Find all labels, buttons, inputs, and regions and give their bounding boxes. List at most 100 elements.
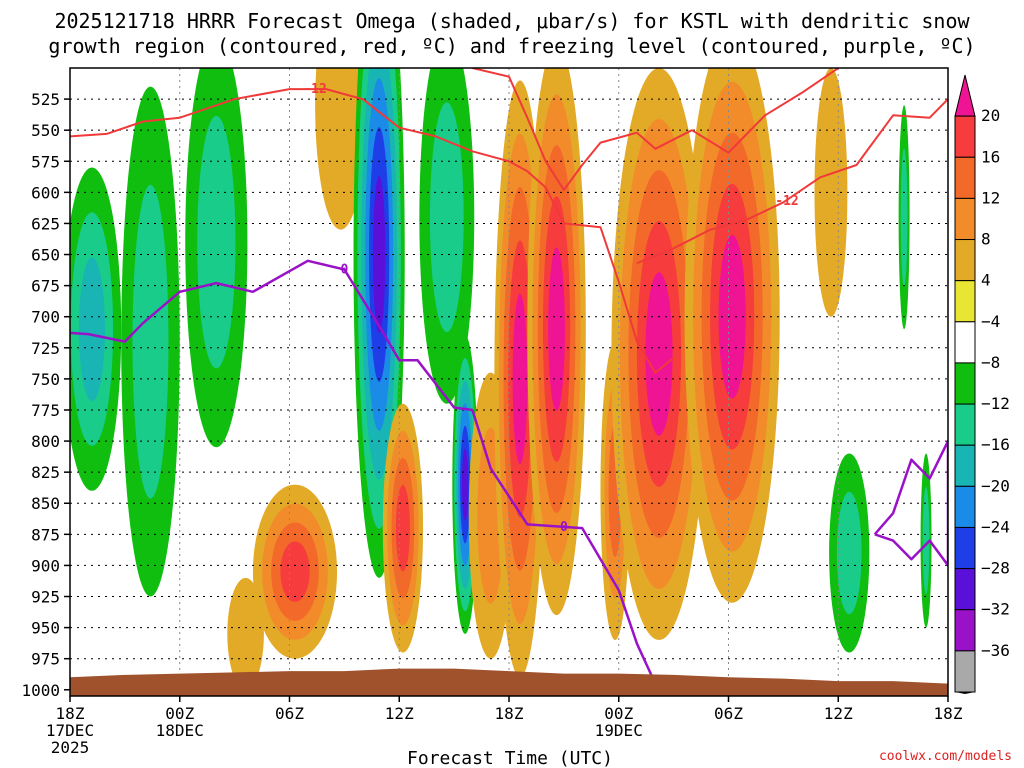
- x-tick-date-5: 19DEC: [595, 721, 643, 740]
- omega-cell-4-band-0: [227, 577, 264, 690]
- y-tick-label-8: 725: [31, 339, 60, 358]
- omega-cell-19-band-1: [922, 486, 930, 595]
- colorbar-box-7: [954, 362, 976, 405]
- chart-title-line1: 2025121718 HRRR Forecast Omega (shaded, …: [54, 9, 970, 33]
- y-tick-label-19: 1000: [21, 681, 60, 700]
- colorbar-box-12: [954, 568, 976, 611]
- colorbar-box-2: [954, 156, 976, 199]
- y-tick-label-15: 900: [31, 556, 60, 575]
- y-tick-label-2: 575: [31, 152, 60, 171]
- colorbar-box-1: [954, 115, 976, 158]
- dgz-east-edge-line: [636, 98, 948, 265]
- y-tick-label-11: 800: [31, 432, 60, 451]
- grid-lines: [70, 68, 948, 696]
- y-tick-label-6: 675: [31, 277, 60, 296]
- colorbar-top-arrow: [954, 74, 976, 117]
- colorbar-label-12: −32: [981, 600, 1010, 619]
- chart-title-line2: growth region (contoured, red, ºC) and f…: [48, 34, 975, 58]
- omega-cell-1-band-1: [132, 184, 169, 499]
- colorbar: 20 16 12 8 4 −4 −8 −12 −16 −20 −24 −28 −32 −36: [954, 74, 1010, 694]
- colorbar-box-11: [954, 526, 976, 570]
- x-tick-year-0: 2025: [51, 738, 90, 757]
- colorbar-label-8: −16: [981, 435, 1010, 454]
- omega-cell-18-band-1: [900, 148, 908, 287]
- dgz-east-edge-label: -12: [775, 194, 798, 209]
- x-axis-title: Forecast Time (UTC): [407, 748, 613, 768]
- x-tick-label-2: 06Z: [275, 704, 304, 723]
- x-tick-label-6: 06Z: [714, 704, 743, 723]
- y-tick-label-9: 750: [31, 370, 60, 389]
- colorbar-label-13: −36: [981, 641, 1010, 660]
- y-tick-label-17: 950: [31, 619, 60, 638]
- y-tick-label-4: 625: [31, 214, 60, 233]
- x-tick-label-1: 00Z: [165, 704, 194, 723]
- omega-cell-3-band-3: [280, 541, 310, 602]
- terrain-fill: [70, 668, 948, 696]
- colorbar-box-8: [954, 403, 976, 446]
- dgz-warm-edge-label: -12: [303, 82, 326, 97]
- colorbar-box-13: [954, 609, 976, 652]
- y-axis: 525 550 575 600 625 650 675 700 725 750 775 800 825 8…: [21, 90, 70, 700]
- contour-lines: -12 -12 0 0: [70, 68, 948, 685]
- y-tick-label-3: 600: [31, 183, 60, 202]
- omega-cell-17-band-1: [836, 491, 862, 615]
- y-tick-label-16: 925: [31, 588, 60, 607]
- x-tick-label-8: 18Z: [934, 704, 963, 723]
- colorbar-label-9: −20: [981, 476, 1010, 495]
- freezing-level-label-upper: 0: [340, 262, 348, 277]
- omega-cell-14-band-4: [645, 272, 673, 436]
- y-tick-label-12: 825: [31, 463, 60, 482]
- colorbar-label-2: 12: [981, 188, 1000, 207]
- y-tick-label-5: 650: [31, 246, 60, 265]
- omega-cell-5-band-0: [315, 68, 367, 230]
- colorbar-label-11: −28: [981, 559, 1010, 578]
- omega-cell-7-band-3: [395, 484, 410, 572]
- x-tick-label-5: 00Z: [604, 704, 633, 723]
- colorbar-label-6: −8: [981, 353, 1000, 372]
- y-tick-label-13: 850: [31, 494, 60, 513]
- colorbar-box-3: [954, 197, 976, 241]
- terrain-surface: [70, 668, 948, 696]
- colorbar-label-3: 8: [981, 230, 991, 249]
- colorbar-label-4: 4: [981, 271, 991, 290]
- omega-cell-8-band-1: [429, 102, 464, 333]
- omega-cell-12-band-4: [548, 247, 565, 411]
- dgz-warm-edge-line: [70, 88, 675, 374]
- y-tick-label-10: 775: [31, 401, 60, 420]
- omega-cell-2-band-1: [197, 115, 236, 369]
- omega-cell-16-band-0: [814, 68, 848, 317]
- x-tick-date-0: 17DEC: [46, 721, 94, 740]
- colorbar-box-9: [954, 444, 976, 487]
- x-tick-label-3: 12Z: [385, 704, 414, 723]
- x-tick-date-1: 18DEC: [156, 721, 204, 740]
- dgz-cold-edge-line: [472, 68, 839, 191]
- colorbar-box-4: [954, 239, 976, 282]
- credit-link[interactable]: coolwx.com/models: [879, 749, 1012, 764]
- omega-cell-0-band-2: [78, 257, 105, 401]
- y-tick-label-14: 875: [31, 525, 60, 544]
- colorbar-box-6: [954, 321, 976, 364]
- colorbar-bottom-cap: [955, 692, 975, 694]
- omega-cell-15-band-4: [718, 234, 746, 399]
- colorbar-label-5: −4: [981, 312, 1000, 331]
- colorbar-box-5: [954, 280, 976, 323]
- colorbar-label-0: 20: [981, 106, 1000, 125]
- freezing-level-line: [70, 259, 657, 685]
- y-tick-label-18: 975: [31, 650, 60, 669]
- freezing-level-label-lower: 0: [560, 520, 568, 535]
- y-tick-label-0: 525: [31, 90, 60, 109]
- x-tick-label-0: 18Z: [56, 704, 85, 723]
- omega-shading: [70, 68, 932, 690]
- x-tick-label-4: 18Z: [495, 704, 524, 723]
- x-tick-label-7: 12Z: [824, 704, 853, 723]
- colorbar-label-10: −24: [981, 517, 1010, 536]
- y-tick-label-1: 550: [31, 121, 60, 140]
- freezing-level-east-line: [873, 439, 948, 567]
- colorbar-box-10: [954, 485, 976, 528]
- colorbar-label-7: −12: [981, 394, 1010, 413]
- colorbar-box-14: [954, 650, 976, 693]
- colorbar-label-1: 16: [981, 147, 1000, 166]
- omega-cell-9-band-5: [461, 448, 469, 521]
